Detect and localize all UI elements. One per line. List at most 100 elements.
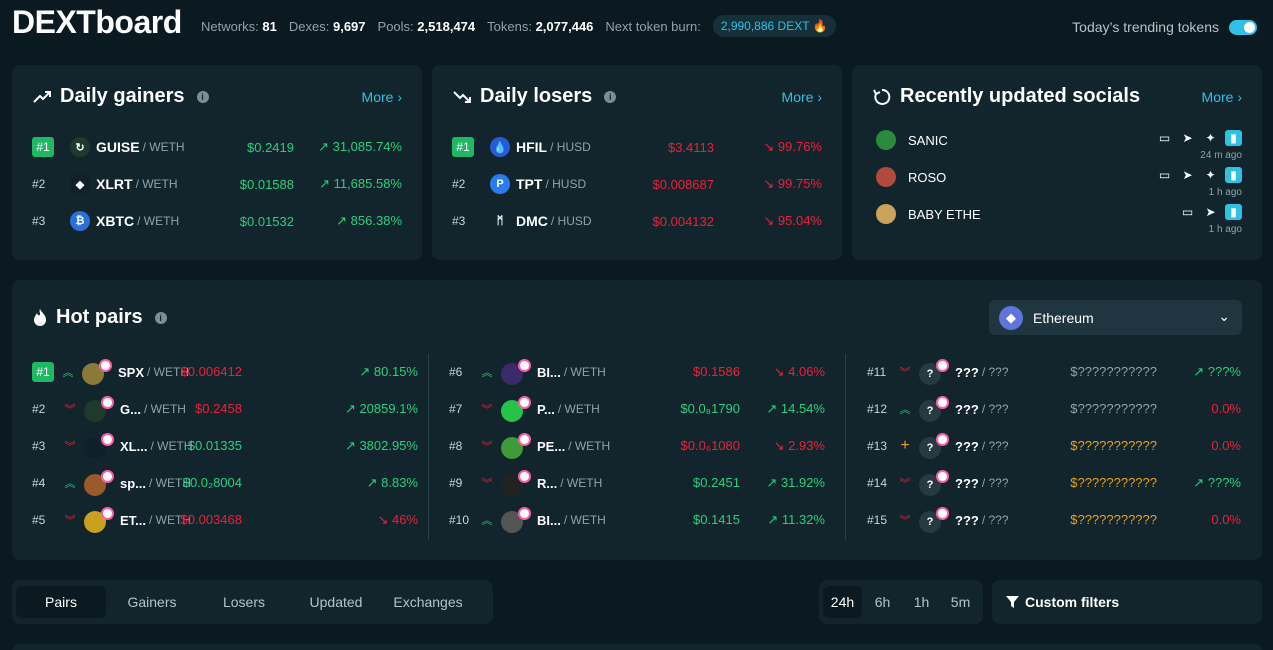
network-select[interactable]: ◆ Ethereum ⌄ bbox=[989, 300, 1242, 335]
hot-pair-row[interactable]: #1 ︽ SPX / WETH bbox=[32, 359, 189, 385]
dex-badge-icon bbox=[101, 470, 114, 483]
losers-more-link[interactable]: More › bbox=[781, 89, 822, 105]
token-icon: ₿ bbox=[70, 211, 90, 231]
token-name[interactable]: SANIC bbox=[908, 133, 948, 148]
mover-row[interactable]: #1 ↻ GUISE / WETH $0.2419 ↗ 31,085.74% bbox=[32, 135, 402, 159]
tab-pairs[interactable]: Pairs bbox=[16, 586, 106, 618]
website-icon[interactable]: ▭ bbox=[1181, 205, 1194, 219]
mover-row[interactable]: #2 P TPT / HUSD $0.008687 ↘ 99.75% bbox=[452, 172, 822, 196]
hot-pair-row[interactable]: #14 ︾???? / ??? bbox=[867, 470, 1009, 496]
token-symbol[interactable]: ??? bbox=[955, 401, 979, 417]
token-symbol[interactable]: BI... bbox=[537, 512, 561, 528]
token-symbol[interactable]: ET... bbox=[120, 512, 147, 528]
gainers-more-link[interactable]: More › bbox=[361, 89, 402, 105]
token-symbol[interactable]: XL... bbox=[120, 438, 148, 454]
token-symbol[interactable]: P... bbox=[537, 401, 555, 417]
price-change: ↘ 99.76% bbox=[763, 139, 822, 154]
token-symbol[interactable]: SPX bbox=[118, 364, 145, 380]
social-links: ▭ ➤ ✦ ▮ bbox=[1156, 130, 1242, 146]
token-symbol[interactable]: XBTC bbox=[96, 213, 135, 229]
hot-pair-row[interactable]: #13 +???? / ??? bbox=[867, 433, 1009, 459]
chart-icon[interactable]: ▮ bbox=[1225, 130, 1242, 146]
social-row[interactable]: BABY ETHE ▭ ➤ ▮ 1 h ago bbox=[876, 204, 1242, 240]
price-change: ↗ 20859.1% bbox=[344, 401, 418, 416]
range-1h[interactable]: 1h bbox=[913, 594, 930, 610]
token-icon bbox=[501, 511, 523, 533]
token-symbol[interactable]: ??? bbox=[955, 438, 979, 454]
hot-pair-row[interactable]: #12 ︽???? / ??? bbox=[867, 396, 1009, 422]
telegram-icon[interactable]: ➤ bbox=[1182, 168, 1193, 182]
hot-pair-row[interactable]: #10 ︽ BI... / WETH bbox=[449, 507, 606, 533]
custom-filters-button[interactable]: Custom filters bbox=[992, 580, 1262, 624]
socials-more-link[interactable]: More › bbox=[1201, 89, 1242, 105]
mover-row[interactable]: #1 💧 HFIL / HUSD $3.4113 ↘ 99.76% bbox=[452, 135, 822, 159]
twitter-icon[interactable]: ✦ bbox=[1205, 131, 1216, 145]
token-icon bbox=[82, 363, 104, 385]
price-change: ↗ 31.92% bbox=[766, 475, 825, 490]
hot-pair-row[interactable]: #3 ︾ XL... / WETH bbox=[32, 433, 192, 459]
hot-pair-row[interactable]: #11 ︾???? / ??? bbox=[867, 359, 1009, 385]
token-name[interactable]: ROSO bbox=[908, 170, 947, 185]
token-symbol[interactable]: TPT bbox=[516, 176, 543, 192]
price-change: ↘ 46% bbox=[377, 512, 418, 527]
token-symbol[interactable]: ??? bbox=[955, 512, 979, 528]
info-icon[interactable]: i bbox=[154, 311, 167, 324]
info-icon[interactable]: i bbox=[196, 90, 209, 103]
token-price: $0.01532 bbox=[239, 213, 294, 229]
token-symbol[interactable]: BI... bbox=[537, 364, 561, 380]
hot-pairs-card: Hot pairs i ◆ Ethereum ⌄ #1 ︽ SPX / WETH $0.… bbox=[12, 280, 1262, 560]
token-symbol[interactable]: R... bbox=[537, 475, 558, 491]
tab-losers[interactable]: Losers bbox=[222, 594, 266, 610]
mover-row[interactable]: #2 ◆ XLRT / WETH $0.01588 ↗ 11,685.58% bbox=[32, 172, 402, 196]
hot-pair-row[interactable]: #4 ︽ sp... / WETH bbox=[32, 470, 191, 496]
trend-down-icon: ︾ bbox=[64, 515, 76, 527]
dex-badge-icon bbox=[518, 359, 531, 372]
social-row[interactable]: ROSO ▭ ➤ ✦ ▮ 1 h ago bbox=[876, 167, 1242, 203]
quote-symbol: / HUSD bbox=[550, 140, 591, 154]
mover-row[interactable]: #3 ᛗ DMC / HUSD $0.004132 ↘ 95.04% bbox=[452, 209, 822, 233]
token-symbol[interactable]: HFIL bbox=[516, 139, 548, 155]
hot-pair-row[interactable]: #5 ︾ ET... / WETH bbox=[32, 507, 191, 533]
hot-pair-row[interactable]: #8 ︾ PE... / WETH bbox=[449, 433, 610, 459]
info-icon[interactable]: i bbox=[604, 90, 617, 103]
token-symbol[interactable]: ??? bbox=[955, 364, 979, 380]
token-icon: 💧 bbox=[490, 137, 510, 157]
token-symbol[interactable]: XLRT bbox=[96, 176, 133, 192]
hot-pair-row[interactable]: #15 ︾???? / ??? bbox=[867, 507, 1009, 533]
rank-label: #14 bbox=[867, 476, 888, 490]
token-symbol[interactable]: ??? bbox=[955, 475, 979, 491]
token-symbol[interactable]: DMC bbox=[516, 213, 548, 229]
chart-icon[interactable]: ▮ bbox=[1225, 204, 1242, 220]
pair-icon bbox=[84, 396, 114, 422]
token-symbol[interactable]: GUISE bbox=[96, 139, 140, 155]
stat-tokens: Tokens: 2,077,446 bbox=[487, 18, 594, 34]
website-icon[interactable]: ▭ bbox=[1158, 168, 1171, 182]
mover-row[interactable]: #3 ₿ XBTC / WETH $0.01532 ↗ 856.38% bbox=[32, 209, 402, 233]
tab-updated[interactable]: Updated bbox=[309, 594, 363, 610]
hot-pair-row[interactable]: #9 ︾ R... / WETH bbox=[449, 470, 602, 496]
token-symbol[interactable]: PE... bbox=[537, 438, 566, 454]
tab-exchanges[interactable]: Exchanges bbox=[393, 594, 463, 610]
chart-icon[interactable]: ▮ bbox=[1225, 167, 1242, 183]
tab-gainers[interactable]: Gainers bbox=[127, 594, 177, 610]
social-links: ▭ ➤ ✦ ▮ bbox=[1156, 167, 1242, 183]
range-24h[interactable]: 24h bbox=[823, 586, 862, 618]
burn-badge[interactable]: 2,990,886 DEXT 🔥 bbox=[712, 15, 836, 37]
dex-badge-icon bbox=[518, 470, 531, 483]
social-row[interactable]: SANIC ▭ ➤ ✦ ▮ 24 m ago bbox=[876, 130, 1242, 166]
hot-pair-row[interactable]: #7 ︾ P... / WETH bbox=[449, 396, 600, 422]
token-name[interactable]: BABY ETHE bbox=[908, 207, 981, 222]
telegram-icon[interactable]: ➤ bbox=[1205, 205, 1216, 219]
telegram-icon[interactable]: ➤ bbox=[1182, 131, 1193, 145]
chevron-down-icon: ⌄ bbox=[1218, 308, 1230, 324]
trending-toggle[interactable] bbox=[1229, 19, 1257, 35]
token-symbol[interactable]: G... bbox=[120, 401, 141, 417]
hot-pair-row[interactable]: #6 ︽ BI... / WETH bbox=[449, 359, 606, 385]
range-5m[interactable]: 5m bbox=[950, 594, 971, 610]
range-6h[interactable]: 6h bbox=[874, 594, 891, 610]
logo[interactable]: DEXTboard bbox=[12, 4, 182, 40]
twitter-icon[interactable]: ✦ bbox=[1205, 168, 1216, 182]
hot-pair-row[interactable]: #2 ︾ G... / WETH bbox=[32, 396, 186, 422]
website-icon[interactable]: ▭ bbox=[1158, 131, 1171, 145]
token-symbol[interactable]: sp... bbox=[120, 475, 147, 491]
